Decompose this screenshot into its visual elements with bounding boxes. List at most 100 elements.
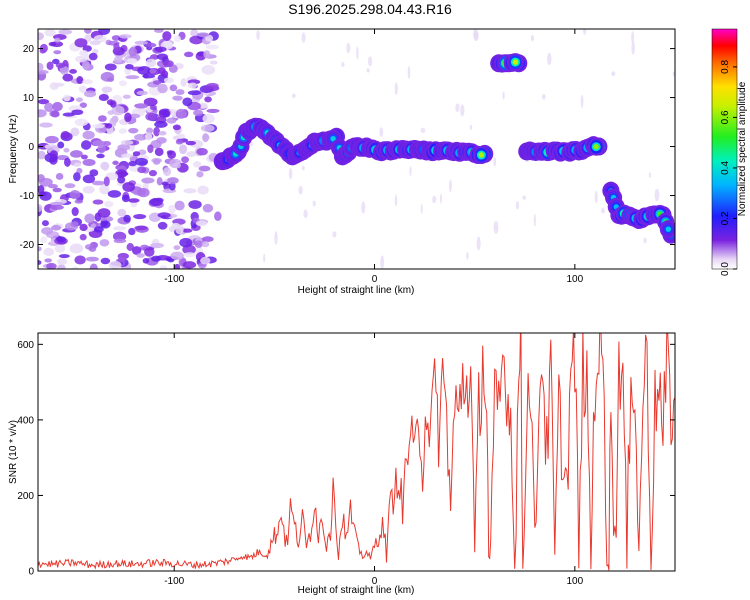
noise-streak [256,30,260,41]
noise-blob [193,109,204,117]
noise-blob [71,266,79,269]
noise-streak [394,194,398,207]
noise-blob [49,201,64,206]
noise-blob [100,257,111,265]
noise-blob [120,139,134,145]
noise-blob [104,63,117,71]
noise-streak [379,127,384,138]
noise-streak [448,179,452,193]
noise-streak [631,40,635,55]
noise-blob [175,89,185,96]
noise-streak [380,255,385,269]
snr-frame [37,332,676,572]
noise-blob [149,54,159,60]
noise-blob [103,176,110,187]
noise-blob [147,144,154,154]
noise-blob [70,221,79,228]
ridge-mark [512,59,519,65]
noise-blob [97,144,106,154]
noise-blob [152,80,162,85]
noise-blob [167,150,176,159]
colorbar: 0.0 0.2 0.4 0.6 0.8 Normalized spectral ampl… [711,28,748,276]
noise-blob [82,185,95,194]
x-tick-label: -100 [164,576,184,587]
noise-blob [137,187,150,198]
noise-blob [151,255,162,262]
noise-blob [134,40,148,45]
noise-blob [133,213,147,220]
noise-blob [58,254,70,259]
noise-blob [174,200,185,211]
noise-streak [522,195,527,200]
noise-blob [41,220,49,227]
noise-blob [38,62,44,72]
noise-blob [125,64,134,70]
noise-blob [145,112,157,121]
noise-blob [194,240,204,248]
noise-blob [49,82,59,90]
noise-blob [122,94,131,99]
noise-streak [439,193,442,204]
noise-blob [57,141,65,149]
colorbar-ticks: 0.0 0.2 0.4 0.6 0.8 [720,60,737,276]
noise-blob [156,137,167,144]
y-tick-label: 0 [28,567,34,578]
noise-blob [187,90,202,96]
noise-streak [346,42,351,54]
noise-streak [672,71,675,77]
noise-blob [181,156,189,164]
noise-streak [611,71,616,77]
noise-blob [190,29,199,37]
noise-blob [202,133,209,143]
noise-streak [533,213,536,227]
noise-streak [547,52,552,66]
noise-blob [113,42,120,52]
noise-blob [44,135,59,144]
noise-blob [153,126,160,137]
noise-streak [530,34,535,42]
noise-blob [179,144,188,155]
noise-blob [128,46,137,57]
noise-blob [62,94,71,102]
noise-blob [75,97,84,103]
noise-blob [38,184,45,194]
noise-streak [648,172,652,178]
noise-blob [119,34,132,39]
noise-streak [274,231,278,245]
noise-blob [129,113,141,119]
noise-blob [53,50,62,55]
noise-blob [196,171,204,178]
noise-blob [69,243,84,254]
noise-blob [167,177,179,185]
noise-blob [185,140,196,146]
noise-blob [104,200,114,208]
noise-blob [174,263,181,269]
noise-blob [82,130,95,140]
noise-blob [136,90,148,96]
noise-blob [92,199,104,205]
noise-blob [143,97,158,107]
y-tick-label: 0 [28,142,34,153]
noise-blob [100,161,110,171]
noise-blob [121,153,134,158]
noise-blob [166,117,177,124]
noise-blob [154,46,167,53]
noise-blob [71,206,79,217]
noise-streak [298,185,303,195]
noise-blob [55,62,66,69]
noise-blob [82,158,96,167]
noise-blob [117,175,126,184]
noise-blob [69,190,81,200]
noise-blob [128,198,140,203]
noise-streak [476,236,481,251]
noise-blob [197,185,209,195]
noise-blob [74,118,89,127]
noise-blob [102,141,112,147]
noise-blob [201,64,216,75]
noise-streak [631,31,635,44]
noise-blob [158,109,170,118]
noise-blob [203,50,211,59]
noise-streak [420,203,423,214]
noise-blob [79,49,89,56]
